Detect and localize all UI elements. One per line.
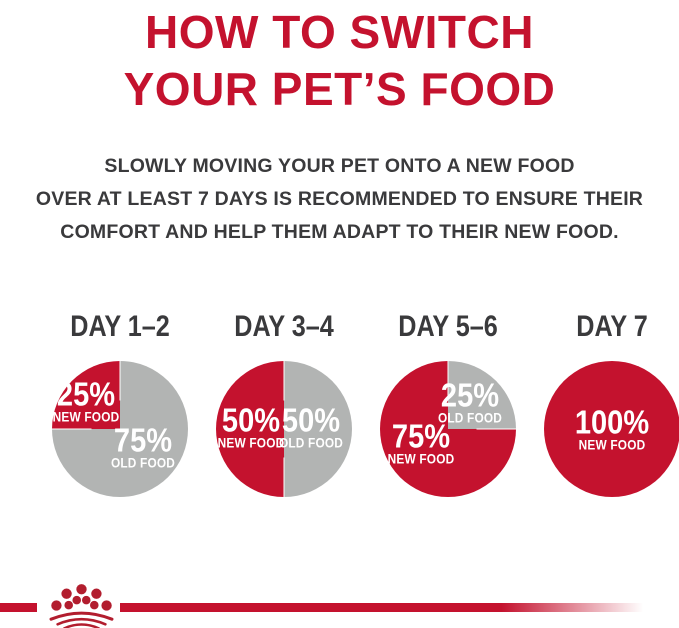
slice-percent: 100% [574, 403, 650, 441]
brand-band-left [0, 603, 37, 612]
page-title-line-2: YOUR PET’S FOOD [123, 63, 556, 115]
page-subtitle: SLOWLY MOVING YOUR PET ONTO A NEW FOOD O… [0, 150, 679, 249]
day-column-5-6: DAY 5–6 25% OLD FOOD 75% NEW FOOD [366, 310, 530, 497]
brand-band-right [120, 603, 665, 612]
day-label-3-4: DAY 3–4 [234, 310, 334, 343]
pie-slice-label: 75% NEW FOOD [387, 417, 455, 467]
slice-percent: 75% [391, 417, 450, 455]
day-label-7: DAY 7 [576, 310, 648, 343]
pie-slice-label: 25% OLD FOOD [437, 376, 502, 426]
slice-percent: 50% [222, 401, 281, 439]
day-column-7: DAY 7 100% NEW FOOD [530, 310, 679, 497]
pie-chart-day-7: 100% NEW FOOD [544, 361, 679, 497]
pie-chart-day-3-4: 50% NEW FOOD 50% OLD FOOD [216, 361, 352, 497]
day-label-1-2: DAY 1–2 [70, 310, 170, 343]
slice-percent: 25% [56, 375, 116, 413]
slice-name: OLD FOOD [279, 435, 344, 451]
pie-slice-label: 50% NEW FOOD [217, 401, 285, 451]
day-column-1-2: DAY 1–2 75% OLD FOOD 25% NEW FOOD [38, 310, 202, 497]
pie-slice-label: 25% NEW FOOD [52, 375, 120, 425]
subtitle-line-2: OVER AT LEAST 7 DAYS IS RECOMMENDED TO E… [35, 188, 644, 210]
pie-slice-label: 100% NEW FOOD [574, 403, 650, 453]
royal-canin-crown-logo [49, 584, 114, 628]
subtitle-line-1: SLOWLY MOVING YOUR PET ONTO A NEW FOOD [104, 155, 575, 177]
slice-name: NEW FOOD [217, 435, 285, 451]
page-title: HOW TO SWITCH YOUR PET’S FOOD [0, 4, 679, 118]
subtitle-line-3: COMFORT AND HELP THEM ADAPT TO THEIR NEW… [60, 221, 619, 243]
slice-percent: 25% [440, 376, 499, 414]
slice-name: NEW FOOD [387, 451, 455, 467]
pie-slice-label: 50% OLD FOOD [279, 401, 344, 451]
slice-name: OLD FOOD [111, 455, 176, 471]
day-label-5-6: DAY 5–6 [398, 310, 498, 343]
day-column-3-4: DAY 3–4 50% NEW FOOD 50% OLD FOOD [202, 310, 366, 497]
slice-name: OLD FOOD [437, 410, 502, 426]
crown-arcs [49, 611, 114, 628]
slice-name: NEW FOOD [578, 437, 646, 453]
pie-slice-label: 75% OLD FOOD [111, 421, 176, 471]
pie-chart-day-1-2: 75% OLD FOOD 25% NEW FOOD [52, 361, 188, 497]
slice-percent: 75% [114, 421, 173, 459]
slice-name: NEW FOOD [52, 409, 120, 425]
crown-dots [51, 584, 112, 611]
page-title-line-1: HOW TO SWITCH [145, 6, 534, 58]
slice-percent: 50% [282, 401, 341, 439]
pie-chart-day-5-6: 25% OLD FOOD 75% NEW FOOD [380, 361, 516, 497]
